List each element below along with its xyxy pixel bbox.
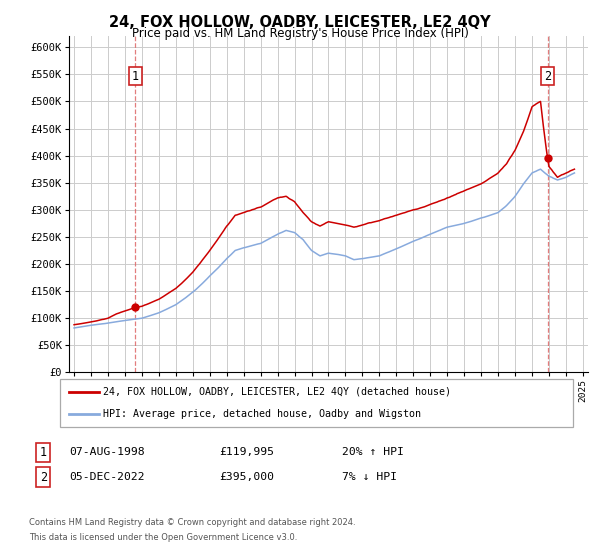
Text: Price paid vs. HM Land Registry's House Price Index (HPI): Price paid vs. HM Land Registry's House … bbox=[131, 27, 469, 40]
Text: 1: 1 bbox=[131, 69, 139, 82]
Text: 1: 1 bbox=[40, 446, 47, 459]
Text: 24, FOX HOLLOW, OADBY, LEICESTER, LE2 4QY: 24, FOX HOLLOW, OADBY, LEICESTER, LE2 4Q… bbox=[109, 15, 491, 30]
Text: 2: 2 bbox=[40, 470, 47, 484]
Text: HPI: Average price, detached house, Oadby and Wigston: HPI: Average price, detached house, Oadb… bbox=[103, 409, 421, 419]
Text: Contains HM Land Registry data © Crown copyright and database right 2024.: Contains HM Land Registry data © Crown c… bbox=[29, 518, 355, 527]
Text: 05-DEC-2022: 05-DEC-2022 bbox=[69, 472, 145, 482]
Text: 07-AUG-1998: 07-AUG-1998 bbox=[69, 447, 145, 458]
Text: £395,000: £395,000 bbox=[219, 472, 274, 482]
Text: 2: 2 bbox=[544, 69, 551, 82]
Text: £119,995: £119,995 bbox=[219, 447, 274, 458]
Text: This data is licensed under the Open Government Licence v3.0.: This data is licensed under the Open Gov… bbox=[29, 533, 297, 542]
Text: 7% ↓ HPI: 7% ↓ HPI bbox=[342, 472, 397, 482]
Text: 24, FOX HOLLOW, OADBY, LEICESTER, LE2 4QY (detached house): 24, FOX HOLLOW, OADBY, LEICESTER, LE2 4Q… bbox=[103, 387, 451, 396]
Text: 20% ↑ HPI: 20% ↑ HPI bbox=[342, 447, 404, 458]
